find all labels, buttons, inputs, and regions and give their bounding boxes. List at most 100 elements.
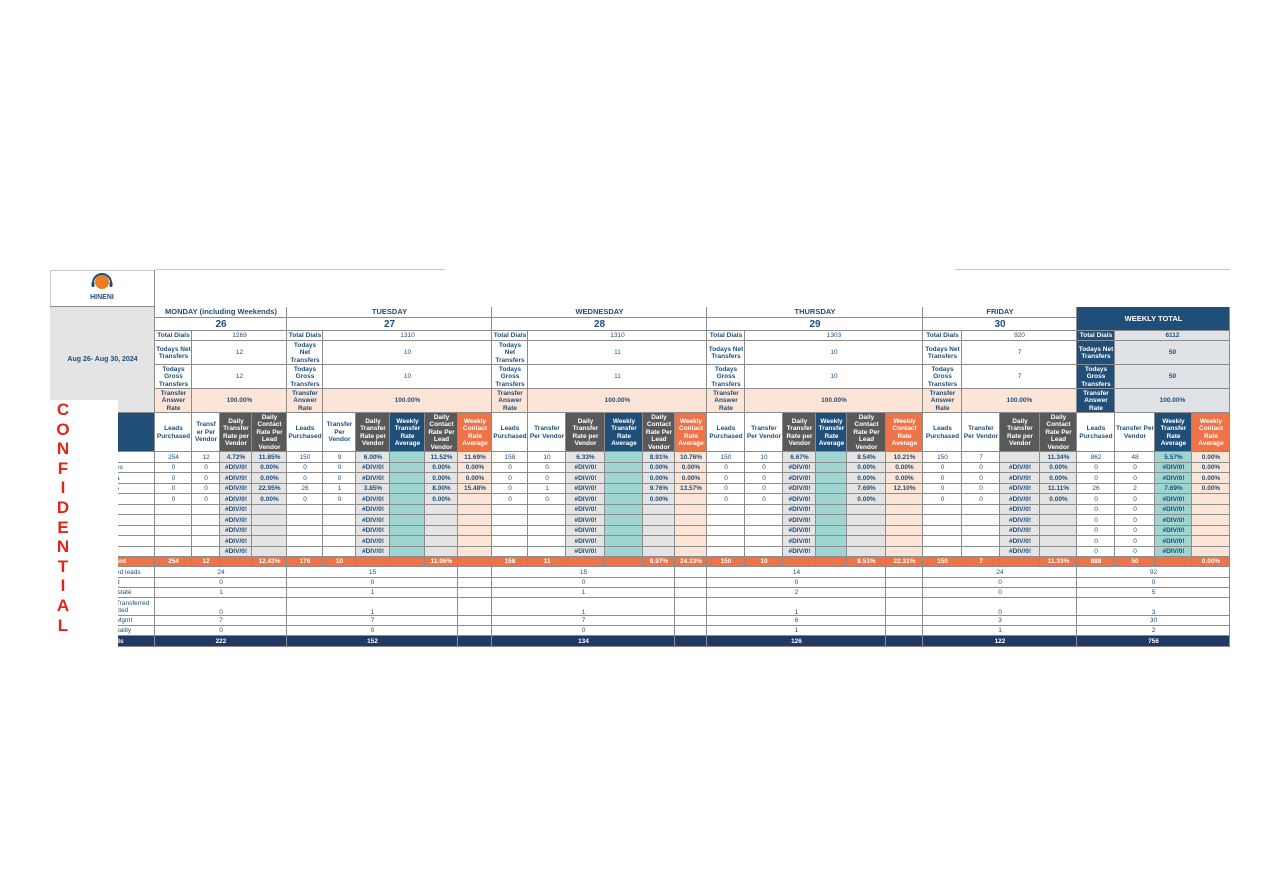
data-cell	[923, 536, 962, 547]
stamp-letter: T	[57, 556, 69, 576]
metric-label: Todays Net Transfers	[707, 341, 745, 365]
data-cell: 11.11%	[1040, 483, 1077, 494]
data-cell: 0.00%	[425, 494, 458, 505]
column-header: Weekly Transfer Rate Average	[390, 413, 425, 452]
data-cell: #DIV/0!	[1155, 473, 1192, 484]
data-cell	[458, 536, 492, 547]
summary-value: 92	[1077, 567, 1230, 578]
summary-value: 1	[287, 598, 458, 616]
data-cell	[390, 515, 425, 526]
data-cell	[886, 525, 923, 536]
data-cell: 0.00%	[1040, 494, 1077, 505]
data-cell: #DIV/0!	[1155, 536, 1192, 547]
data-cell	[252, 515, 287, 526]
data-cell: 48	[1115, 452, 1155, 463]
metric-value: 920	[962, 331, 1077, 341]
data-cell	[528, 525, 566, 536]
column-header: Weekly Contact Rate Average	[886, 413, 923, 452]
data-cell: 0	[707, 483, 745, 494]
data-cell: #DIV/0!	[783, 515, 816, 526]
total-cell: 10	[745, 557, 783, 567]
data-cell: #DIV/0!	[1000, 462, 1040, 473]
total-cell	[220, 557, 252, 567]
summary-value: 0	[287, 626, 458, 636]
data-cell	[192, 536, 220, 547]
summary-blank	[886, 567, 923, 578]
data-cell: 10.76%	[675, 452, 707, 463]
data-cell: 0.00%	[886, 473, 923, 484]
data-cell: 0	[962, 462, 1000, 473]
data-cell	[745, 546, 783, 557]
data-cell: 0	[707, 462, 745, 473]
data-cell: #DIV/0!	[783, 473, 816, 484]
metric-label: Total Dials	[707, 331, 745, 341]
data-cell	[155, 536, 192, 547]
metric-value: 6112	[1115, 331, 1230, 341]
summary-value: 24	[155, 567, 287, 578]
data-cell	[707, 536, 745, 547]
data-cell	[707, 525, 745, 536]
data-cell: 0	[1115, 504, 1155, 515]
summary-value: 122	[923, 636, 1077, 647]
metric-label: Total Dials	[155, 331, 192, 341]
data-cell	[962, 504, 1000, 515]
data-cell	[192, 504, 220, 515]
data-cell: 0	[962, 494, 1000, 505]
metric-label: Total Dials	[492, 331, 528, 341]
data-cell	[643, 536, 675, 547]
data-cell: 0.00%	[847, 462, 886, 473]
metric-value: 100.00%	[1115, 389, 1230, 413]
data-cell	[287, 546, 323, 557]
data-cell	[847, 504, 886, 515]
column-header: Daily Contact Rate Per Lead Vendor	[847, 413, 886, 452]
summary-value: 0	[707, 578, 886, 588]
summary-value: 0	[923, 578, 1077, 588]
metric-label: Todays Gross Transfers	[155, 365, 192, 389]
total-cell: 7	[962, 557, 1000, 567]
data-cell: #DIV/0!	[220, 483, 252, 494]
data-cell	[390, 473, 425, 484]
data-cell: 0	[707, 494, 745, 505]
data-cell: 2	[1115, 483, 1155, 494]
data-cell: 0.00%	[1192, 483, 1230, 494]
data-cell: 158	[492, 452, 528, 463]
data-cell: 1	[323, 483, 356, 494]
data-cell: 0	[492, 473, 528, 484]
data-cell	[745, 515, 783, 526]
data-cell	[962, 515, 1000, 526]
data-cell: 0.00%	[675, 473, 707, 484]
metric-value: 100.00%	[192, 389, 287, 413]
data-cell: 0	[1077, 473, 1115, 484]
data-cell	[425, 515, 458, 526]
data-cell	[252, 525, 287, 536]
metric-value: 50	[1115, 341, 1230, 365]
data-cell: 0	[323, 473, 356, 484]
day-name: FRIDAY	[923, 307, 1077, 318]
summary-value: 15	[287, 567, 458, 578]
data-cell	[962, 546, 1000, 557]
summary-blank	[886, 578, 923, 588]
data-cell: 0	[1115, 473, 1155, 484]
data-cell: 11.52%	[425, 452, 458, 463]
data-cell: 0	[962, 483, 1000, 494]
data-cell: 862	[1077, 452, 1115, 463]
data-cell: #DIV/0!	[783, 462, 816, 473]
column-header: Daily Contact Rate Per Lead Vendor	[252, 413, 287, 452]
data-cell: 0.00%	[458, 473, 492, 484]
metric-label: Todays Net Transfers	[923, 341, 962, 365]
summary-value: 3	[1077, 598, 1230, 616]
data-cell	[816, 546, 847, 557]
column-header: Transfer Per Vendor	[323, 413, 356, 452]
summary-blank	[458, 578, 492, 588]
column-header: Transfer Per Vendor	[745, 413, 783, 452]
column-header: Daily Contact Rate Per Lead Vendor	[643, 413, 675, 452]
data-cell	[492, 536, 528, 547]
data-cell: 0	[745, 483, 783, 494]
data-cell: #DIV/0!	[220, 536, 252, 547]
total-cell	[458, 557, 492, 567]
total-cell: 11.06%	[425, 557, 458, 567]
summary-value: 2	[1077, 626, 1230, 636]
data-cell: 22.95%	[252, 483, 287, 494]
total-cell	[816, 557, 847, 567]
